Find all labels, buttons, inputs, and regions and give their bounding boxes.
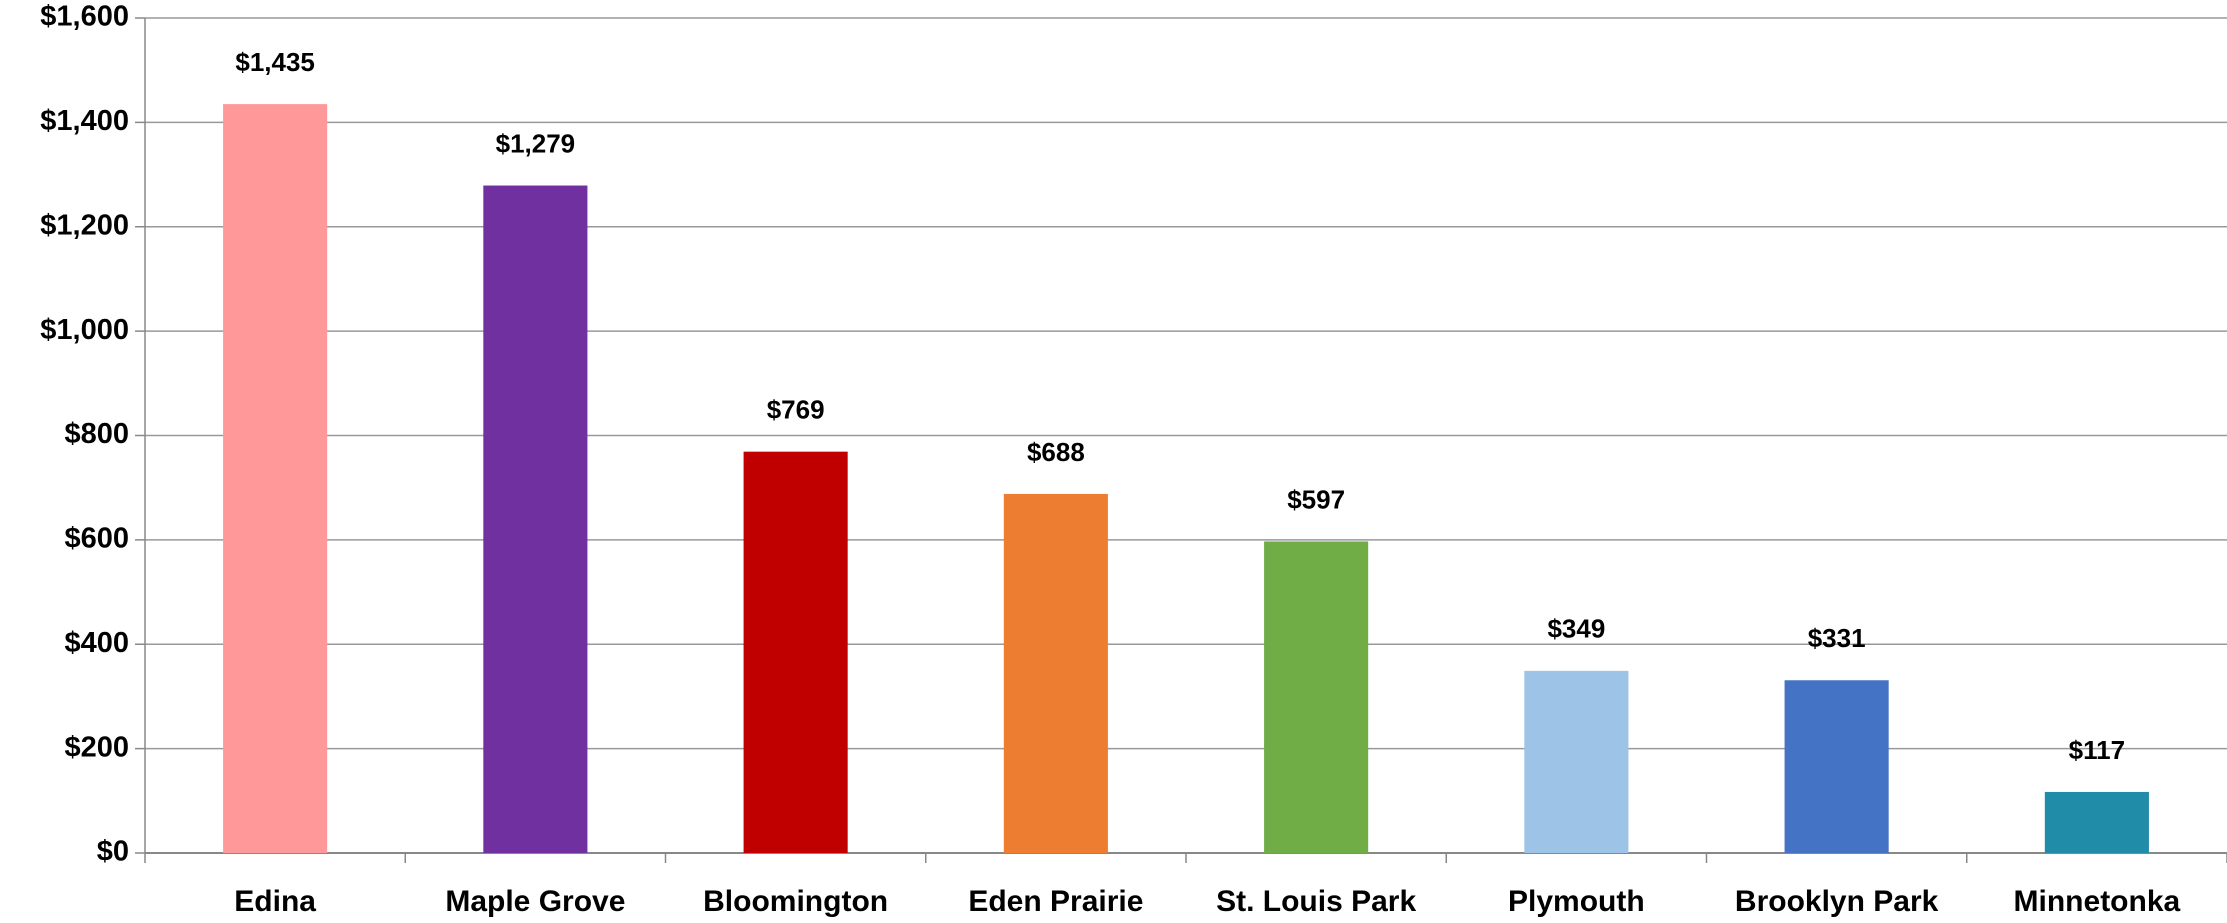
x-tick-label: Minnetonka: [2014, 885, 2181, 918]
value-label: $117: [2069, 735, 2125, 765]
y-tick-label: $0: [97, 836, 129, 868]
y-tick-label: $1,600: [40, 1, 129, 33]
bar: [1524, 670, 1629, 853]
y-tick-label: $1,400: [40, 105, 129, 137]
bar: [1264, 541, 1369, 853]
y-tick-label: $1,000: [40, 314, 129, 346]
bar: [1784, 680, 1889, 853]
x-tick-label: St. Louis Park: [1216, 885, 1416, 918]
value-label: $331: [1808, 623, 1866, 653]
bar: [2044, 791, 2149, 853]
x-tick-label: Brooklyn Park: [1735, 885, 1939, 918]
x-tick-label: Bloomington: [703, 885, 888, 918]
x-tick-label: Plymouth: [1508, 885, 1645, 918]
y-tick-label: $800: [64, 418, 129, 450]
value-label: $1,279: [496, 128, 576, 158]
value-label: $769: [767, 395, 825, 425]
value-label: $688: [1027, 437, 1085, 467]
y-tick-label: $600: [64, 523, 129, 555]
y-tick-label: $400: [64, 627, 129, 659]
bar: [483, 185, 588, 854]
x-tick-label: Maple Grove: [445, 885, 625, 918]
value-label: $349: [1547, 614, 1605, 644]
bar: [223, 104, 328, 853]
value-label: $597: [1287, 484, 1345, 514]
x-tick-label: Edina: [234, 885, 316, 918]
value-label: $1,435: [235, 47, 315, 77]
bar: [1003, 493, 1108, 853]
bar: [743, 451, 848, 853]
y-tick-label: $200: [64, 731, 129, 763]
y-tick-label: $1,200: [40, 209, 129, 241]
x-tick-label: Eden Prairie: [968, 885, 1143, 918]
